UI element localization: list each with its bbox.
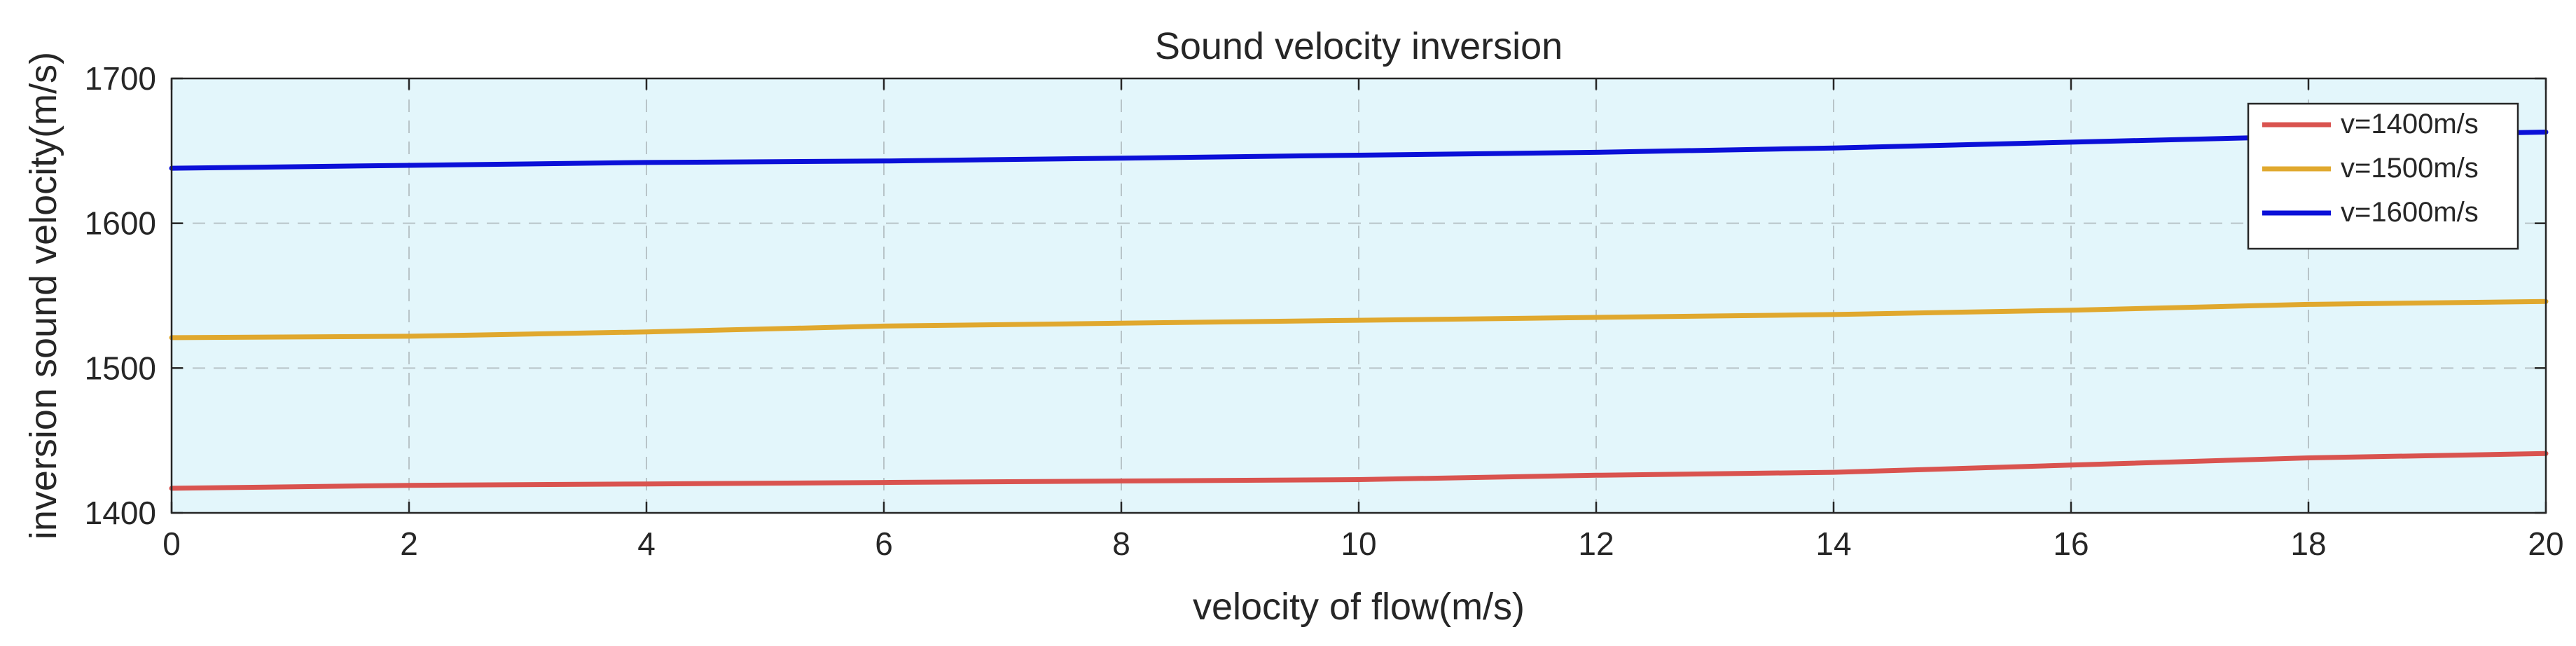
legend-box — [2247, 102, 2519, 250]
x-tick-label: 10 — [1341, 525, 1376, 562]
legend-label: v=1400m/s — [2341, 109, 2479, 139]
x-tick-label: 12 — [1578, 525, 1614, 562]
x-tick-label: 20 — [2528, 525, 2563, 562]
x-tick-label: 6 — [875, 525, 893, 562]
x-tick-label: 8 — [1112, 525, 1130, 562]
y-axis-label: inversion sound velocity(m/s) — [22, 52, 64, 540]
legend-label: v=1500m/s — [2341, 153, 2479, 184]
x-tick-label: 14 — [1815, 525, 1851, 562]
y-tick-label: 1600 — [85, 205, 156, 242]
y-tick-label: 1700 — [85, 60, 156, 97]
chart-title: Sound velocity inversion — [1155, 25, 1563, 67]
x-tick-label: 16 — [2053, 525, 2089, 562]
x-tick-label: 4 — [637, 525, 656, 562]
y-tick-label: 1500 — [85, 350, 156, 386]
legend-label: v=1600m/s — [2341, 197, 2479, 228]
x-tick-label: 2 — [400, 525, 418, 562]
x-axis: 0 2 4 6 8 10 12 14 16 18 20 — [162, 78, 2564, 562]
x-tick-label: 0 — [162, 525, 181, 562]
legend: v=1400m/s v=1500m/s v=1600m/s — [2247, 102, 2519, 250]
series-line — [169, 130, 2549, 171]
series-line — [169, 298, 2549, 341]
series-lines — [169, 130, 2549, 491]
x-tick-label: 18 — [2290, 525, 2326, 562]
y-tick-label: 1400 — [85, 495, 156, 531]
y-axis: 1400 1500 1600 1700 — [85, 60, 2546, 531]
series-line — [169, 451, 2549, 491]
x-axis-label: velocity of flow(m/s) — [1193, 586, 1525, 628]
